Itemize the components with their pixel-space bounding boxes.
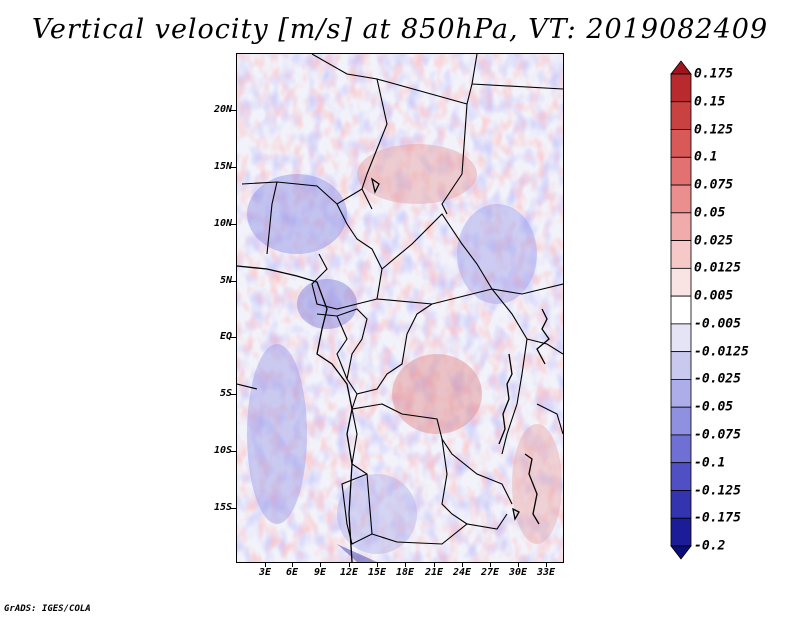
lat-label-15s: 15S — [213, 502, 232, 513]
colorbar-bin — [670, 379, 692, 408]
colorbar-label: 0.15 — [694, 94, 726, 110]
colorbar-label: -0.175 — [694, 510, 741, 526]
colorbar-bin — [670, 184, 692, 214]
field-noise — [237, 54, 563, 562]
lon-tick — [434, 562, 435, 567]
lat-tick — [230, 281, 236, 282]
colorbar-label: -0.075 — [694, 427, 741, 443]
lon-tick — [349, 562, 350, 567]
lon-label-21e: 21E — [424, 567, 444, 578]
lon-label-24e: 24E — [452, 567, 472, 578]
colorbar-arrow-bottom — [670, 545, 692, 560]
colorbar-label: -0.025 — [694, 371, 741, 387]
lon-label-33e: 33E — [536, 567, 556, 578]
colorbar-bin — [670, 406, 692, 436]
lat-tick — [230, 167, 236, 168]
colorbar-label: 0.0125 — [694, 260, 741, 276]
lon-tick — [292, 562, 293, 567]
lat-label-20n: 20N — [213, 104, 232, 115]
lon-tick — [462, 562, 463, 567]
lat-tick — [230, 394, 236, 395]
colorbar-bin — [670, 129, 692, 158]
colorbar-bin — [670, 212, 692, 241]
lon-label-6e: 6E — [285, 567, 299, 578]
lon-tick — [405, 562, 406, 567]
lat-label-eq: EQ — [219, 331, 232, 342]
lat-tick — [230, 337, 236, 338]
lon-tick — [377, 562, 378, 567]
colorbar-label: 0.125 — [694, 122, 734, 137]
colorbar-bin — [670, 156, 692, 186]
colorbar-label: -0.2 — [694, 538, 726, 554]
lon-label-9e: 9E — [313, 567, 327, 578]
colorbar-bin — [670, 101, 692, 130]
country-borders — [237, 54, 563, 545]
lon-label-12e: 12E — [339, 567, 359, 578]
lon-label-15e: 15E — [367, 567, 387, 578]
coastline-lakes — [237, 177, 550, 562]
colorbar-label: -0.05 — [694, 399, 734, 415]
colorbar-arrow-top — [670, 60, 692, 75]
lon-label-27e: 27E — [480, 567, 500, 578]
colorbar-label: 0.005 — [694, 288, 734, 304]
colorbar-bin — [670, 517, 692, 547]
colorbar-label: 0.025 — [694, 233, 734, 249]
colorbar-bin — [670, 490, 692, 519]
lat-tick — [230, 110, 236, 111]
colorbar-label: 0.05 — [694, 205, 726, 221]
grads-credit: GrADS: IGES/COLA — [4, 604, 91, 614]
colorbar-label: 0.175 — [694, 66, 734, 82]
colorbar-bin — [670, 295, 692, 325]
vertical-velocity-field — [237, 54, 563, 562]
lat-label-10s: 10S — [213, 445, 232, 456]
lon-tick — [320, 562, 321, 567]
colorbar-label: -0.125 — [694, 483, 741, 498]
map-panel — [236, 53, 564, 563]
lat-label-10n: 10N — [213, 218, 232, 229]
chart-title: Vertical velocity [m/s] at 850hPa, VT: 2… — [31, 14, 769, 45]
colorbar-label: 0.075 — [694, 177, 734, 193]
colorbar-bin — [670, 73, 692, 103]
lat-tick — [230, 224, 236, 225]
colorbar-bin — [670, 434, 692, 464]
lon-label-30e: 30E — [508, 567, 528, 578]
colorbar-bin — [670, 462, 692, 491]
lat-label-5s: 5S — [219, 388, 232, 399]
colorbar — [670, 60, 692, 560]
colorbar-label: -0.1 — [694, 455, 726, 471]
lat-tick — [230, 508, 236, 509]
field-structures — [247, 144, 562, 562]
lon-tick — [490, 562, 491, 567]
lon-tick — [265, 562, 266, 567]
colorbar-label: -0.005 — [694, 316, 741, 332]
lon-label-3e: 3E — [258, 567, 272, 578]
lon-tick — [546, 562, 547, 567]
lon-label-18e: 18E — [395, 567, 415, 578]
lat-label-5n: 5N — [219, 275, 232, 286]
colorbar-bin — [670, 240, 692, 269]
lat-tick — [230, 451, 236, 452]
colorbar-bin — [670, 267, 692, 297]
colorbar-bin — [670, 323, 692, 353]
colorbar-label: 0.1 — [694, 149, 718, 165]
colorbar-bin — [670, 351, 692, 380]
colorbar-label: -0.0125 — [694, 344, 749, 360]
lat-label-15n: 15N — [213, 161, 232, 172]
lon-tick — [518, 562, 519, 567]
